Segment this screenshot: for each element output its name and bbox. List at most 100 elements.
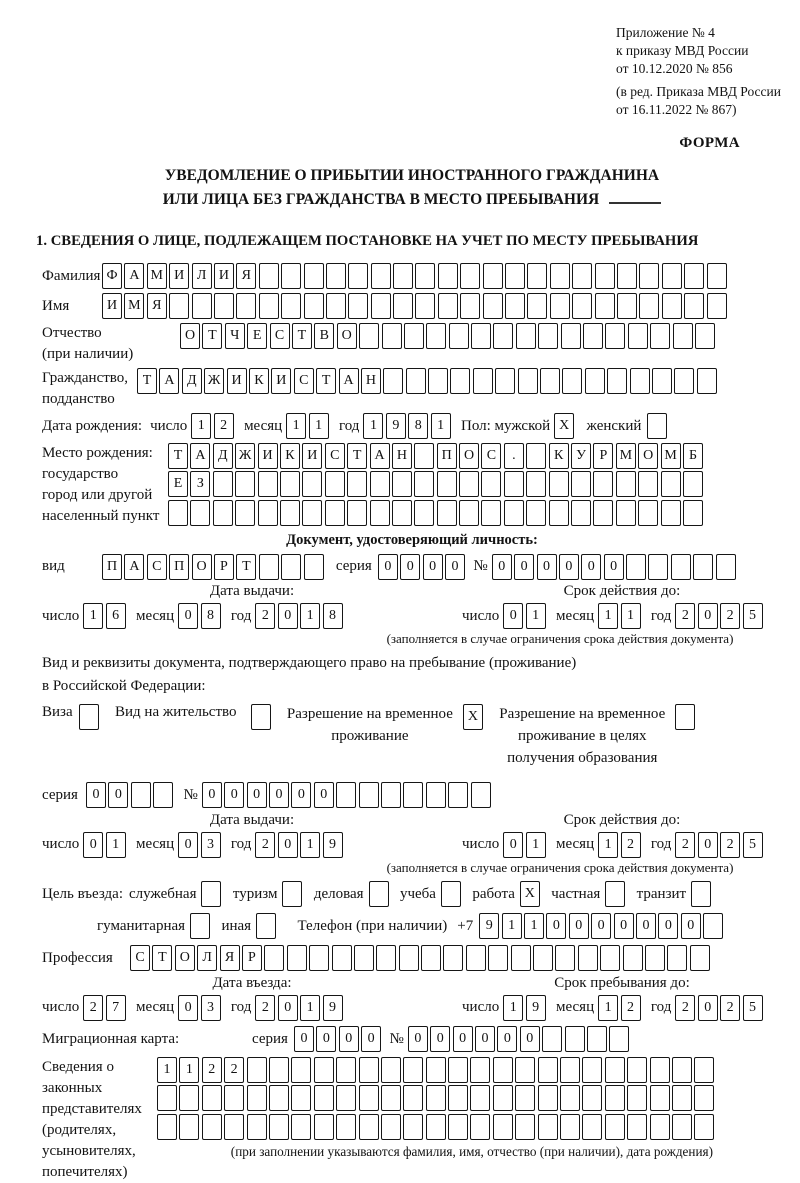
- char-cell[interactable]: 1: [105, 831, 126, 858]
- char-cell[interactable]: [572, 263, 593, 290]
- char-cell[interactable]: 0: [108, 782, 129, 809]
- char-cell[interactable]: Д: [181, 367, 202, 394]
- char-cell[interactable]: [358, 1056, 379, 1083]
- char-cell[interactable]: [560, 1056, 581, 1083]
- char-cell[interactable]: [336, 1085, 357, 1112]
- char-cell[interactable]: [644, 945, 665, 972]
- char-cell[interactable]: [649, 1113, 670, 1140]
- char-cell[interactable]: [604, 1056, 625, 1083]
- char-cell[interactable]: И: [257, 442, 278, 469]
- char-cell[interactable]: [336, 1056, 357, 1083]
- char-cell[interactable]: [403, 782, 424, 809]
- char-cell[interactable]: [336, 1113, 357, 1140]
- char-cell[interactable]: [548, 499, 569, 526]
- char-cell[interactable]: [414, 442, 435, 469]
- char-cell[interactable]: [600, 945, 621, 972]
- char-cell[interactable]: [517, 367, 538, 394]
- char-cell[interactable]: 0: [313, 782, 334, 809]
- char-cell[interactable]: X: [462, 704, 483, 731]
- char-cell[interactable]: 0: [603, 553, 624, 580]
- char-cell[interactable]: 0: [536, 553, 557, 580]
- char-cell[interactable]: Л: [191, 263, 212, 290]
- char-cell[interactable]: [403, 1113, 424, 1140]
- char-cell[interactable]: 2: [201, 1056, 222, 1083]
- char-cell[interactable]: 0: [85, 782, 106, 809]
- char-cell[interactable]: 1: [525, 603, 546, 630]
- char-cell[interactable]: [538, 322, 559, 349]
- char-cell[interactable]: [649, 1085, 670, 1112]
- char-cell[interactable]: 0: [178, 994, 199, 1021]
- char-cell[interactable]: [179, 1113, 200, 1140]
- char-cell[interactable]: [460, 263, 481, 290]
- char-cell[interactable]: [629, 367, 650, 394]
- char-cell[interactable]: [246, 1113, 267, 1140]
- char-cell[interactable]: [627, 1113, 648, 1140]
- char-cell[interactable]: [593, 471, 614, 498]
- char-cell[interactable]: [302, 499, 323, 526]
- char-cell[interactable]: 0: [201, 782, 222, 809]
- char-cell[interactable]: [564, 1026, 585, 1053]
- char-cell[interactable]: Е: [247, 322, 268, 349]
- char-cell[interactable]: 1: [308, 413, 329, 440]
- char-cell[interactable]: 0: [178, 831, 199, 858]
- char-cell[interactable]: [347, 499, 368, 526]
- char-cell[interactable]: П: [102, 553, 122, 580]
- char-cell[interactable]: 0: [430, 1026, 451, 1053]
- char-cell[interactable]: Д: [212, 442, 233, 469]
- char-cell[interactable]: [201, 881, 222, 908]
- char-cell[interactable]: 0: [558, 553, 579, 580]
- char-cell[interactable]: [661, 293, 682, 320]
- char-cell[interactable]: [235, 471, 256, 498]
- char-cell[interactable]: А: [124, 553, 145, 580]
- char-cell[interactable]: [437, 293, 458, 320]
- char-cell[interactable]: [157, 1085, 177, 1112]
- char-cell[interactable]: [358, 1085, 379, 1112]
- char-cell[interactable]: [470, 1113, 491, 1140]
- char-cell[interactable]: 0: [407, 1026, 428, 1053]
- char-cell[interactable]: 0: [474, 1026, 495, 1053]
- char-cell[interactable]: Т: [168, 442, 188, 469]
- char-cell[interactable]: К: [548, 442, 569, 469]
- char-cell[interactable]: [380, 1113, 401, 1140]
- char-cell[interactable]: [376, 945, 397, 972]
- char-cell[interactable]: [425, 1085, 446, 1112]
- char-cell[interactable]: X: [554, 413, 575, 440]
- char-cell[interactable]: Т: [347, 442, 368, 469]
- char-cell[interactable]: .: [503, 442, 524, 469]
- char-cell[interactable]: [684, 263, 705, 290]
- char-cell[interactable]: [313, 1085, 334, 1112]
- char-cell[interactable]: 0: [377, 553, 398, 580]
- char-cell[interactable]: 0: [568, 913, 589, 940]
- char-cell[interactable]: 1: [191, 413, 212, 440]
- char-cell[interactable]: [235, 499, 256, 526]
- char-cell[interactable]: В: [314, 322, 335, 349]
- char-cell[interactable]: [650, 322, 671, 349]
- char-cell[interactable]: И: [169, 263, 190, 290]
- char-cell[interactable]: [403, 322, 424, 349]
- char-cell[interactable]: [448, 1113, 469, 1140]
- char-cell[interactable]: 0: [400, 553, 421, 580]
- char-cell[interactable]: [403, 1056, 424, 1083]
- char-cell[interactable]: [258, 293, 279, 320]
- char-cell[interactable]: П: [436, 442, 457, 469]
- char-cell[interactable]: 8: [322, 603, 343, 630]
- char-cell[interactable]: [393, 263, 414, 290]
- char-cell[interactable]: 0: [291, 782, 312, 809]
- char-cell[interactable]: [471, 322, 492, 349]
- char-cell[interactable]: [201, 1113, 222, 1140]
- char-cell[interactable]: 2: [675, 994, 696, 1021]
- char-cell[interactable]: 0: [581, 553, 602, 580]
- char-cell[interactable]: 0: [680, 913, 701, 940]
- char-cell[interactable]: [436, 471, 457, 498]
- char-cell[interactable]: [584, 367, 605, 394]
- char-cell[interactable]: [548, 471, 569, 498]
- char-cell[interactable]: [706, 263, 727, 290]
- char-cell[interactable]: [481, 471, 502, 498]
- char-cell[interactable]: 0: [697, 994, 718, 1021]
- char-cell[interactable]: [190, 499, 211, 526]
- char-cell[interactable]: 0: [277, 603, 298, 630]
- char-cell[interactable]: 0: [503, 603, 524, 630]
- char-cell[interactable]: [706, 293, 727, 320]
- char-cell[interactable]: 1: [525, 831, 546, 858]
- char-cell[interactable]: 0: [246, 782, 267, 809]
